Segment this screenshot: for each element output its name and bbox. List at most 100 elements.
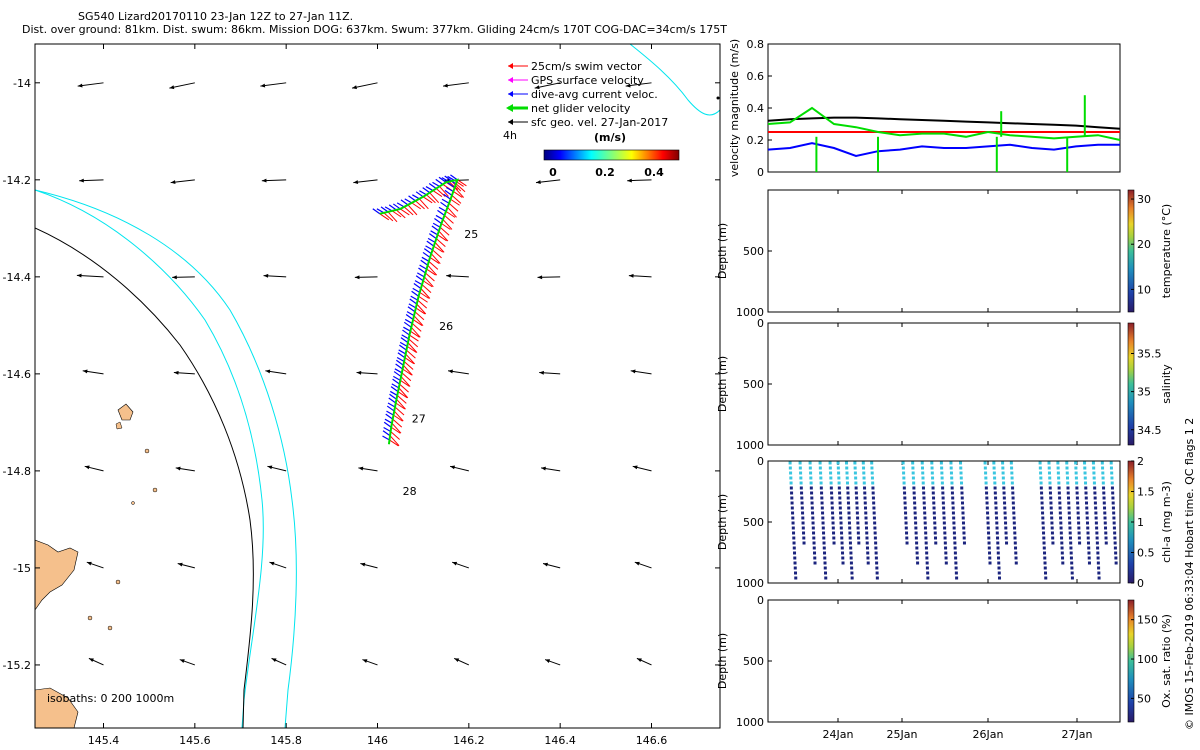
chl-sample: [960, 501, 964, 505]
chl-sample: [1095, 526, 1099, 530]
chl-sample: [1038, 466, 1042, 470]
chl-sample: [984, 481, 988, 485]
chl-sample: [799, 476, 803, 480]
dac-vector: [400, 199, 409, 206]
chl-sample: [1096, 546, 1100, 550]
dac-vector: [399, 344, 407, 351]
chl-sample: [845, 466, 849, 470]
map-ytick-label: -14.2: [3, 174, 31, 187]
chl-sample: [1086, 526, 1090, 530]
chl-sample: [866, 556, 870, 560]
chl-sample: [1011, 491, 1015, 495]
chl-sample: [872, 506, 876, 510]
chl-sample: [1013, 541, 1017, 545]
chl-sample: [931, 486, 935, 490]
chl-sample: [1040, 506, 1044, 510]
chl-sample: [996, 546, 1000, 550]
swim-vector: [390, 426, 401, 434]
chl-sample: [914, 536, 918, 540]
chl-sample: [793, 566, 797, 570]
chl-sample: [1077, 531, 1081, 535]
geo-vector-arrow-head: [630, 369, 636, 374]
chl-sample: [789, 481, 793, 485]
chl-sample: [1066, 476, 1070, 480]
chl-sample: [791, 516, 795, 520]
legend-label-net: net glider velocity: [531, 102, 631, 115]
chl-sample: [987, 541, 991, 545]
chl-sample: [914, 521, 918, 525]
chlorophyll-panel: 0 500 1000 Depth (m) 0 0.5 1 1.5 2 chl-a (mg m-3): [716, 455, 1173, 590]
chl-sample: [1111, 491, 1115, 495]
chl-sample: [1085, 511, 1089, 515]
chl-sample: [872, 501, 876, 505]
islet: [115, 579, 121, 585]
geo-vector-arrow-head: [177, 562, 183, 567]
chl-sample: [871, 486, 875, 490]
chl-sample: [1112, 511, 1116, 515]
dac-vector: [417, 272, 425, 278]
chl-sample: [798, 466, 802, 470]
chl-sample: [1110, 476, 1114, 480]
chl-sample: [960, 491, 964, 495]
chl-sample: [1012, 516, 1016, 520]
chl-sample: [863, 486, 867, 490]
colorbar-tick-label: 2: [1137, 455, 1144, 468]
geo-vector-arrow-head: [362, 659, 368, 663]
dac-vector: [422, 251, 431, 258]
map-xtick-label: 146.6: [636, 734, 668, 747]
chl-sample: [1040, 501, 1044, 505]
chl-sample: [1002, 496, 1006, 500]
depth-tick-label: 500: [743, 245, 764, 258]
chl-sample: [863, 496, 867, 500]
chl-sample: [1092, 476, 1096, 480]
chl-sample: [1113, 531, 1117, 535]
chl-sample: [924, 546, 928, 550]
chl-sample: [794, 571, 798, 575]
chl-sample: [862, 471, 866, 475]
chl-sample: [923, 521, 927, 525]
chl-sample: [997, 556, 1001, 560]
chl-sample: [838, 501, 842, 505]
chl-sample: [1044, 576, 1048, 580]
oxygen-panel-frame: [767, 599, 1121, 723]
chl-sample: [1113, 541, 1117, 545]
chl-sample: [832, 541, 836, 545]
chl-sample: [954, 571, 958, 575]
swim-vector: [410, 326, 421, 338]
chl-sample: [1083, 461, 1087, 465]
chl-sample: [1065, 461, 1069, 465]
swim-vector: [383, 212, 394, 222]
chl-sample: [1095, 536, 1099, 540]
chl-sample: [810, 491, 814, 495]
salinity-panel-colorbar: [1127, 322, 1135, 446]
chl-sample: [819, 486, 823, 490]
chl-sample: [1097, 571, 1101, 575]
chl-sample: [1111, 496, 1115, 500]
dac-vector: [409, 298, 418, 305]
swim-vector: [427, 264, 438, 276]
swim-vector: [457, 179, 467, 187]
chl-sample: [1111, 506, 1115, 510]
chl-sample: [1050, 531, 1054, 535]
swim-vector: [425, 272, 435, 282]
chl-sample: [812, 536, 816, 540]
chl-sample: [984, 476, 988, 480]
chl-sample: [846, 501, 850, 505]
chl-sample: [792, 531, 796, 535]
swim-vector: [396, 398, 406, 410]
chl-sample: [1110, 471, 1114, 475]
chl-sample: [1110, 481, 1114, 485]
chl-sample: [866, 561, 870, 565]
swim-vector: [454, 187, 465, 198]
chl-sample: [863, 491, 867, 495]
chl-sample: [865, 546, 869, 550]
chl-sample: [998, 576, 1002, 580]
chl-sample: [790, 506, 794, 510]
dac-vector: [390, 386, 399, 393]
chl-sample: [823, 561, 827, 565]
chl-sample: [1048, 476, 1052, 480]
chl-sample: [944, 561, 948, 565]
chl-sample: [930, 466, 934, 470]
chl-sample: [1075, 486, 1079, 490]
swim-vector: [430, 253, 441, 265]
